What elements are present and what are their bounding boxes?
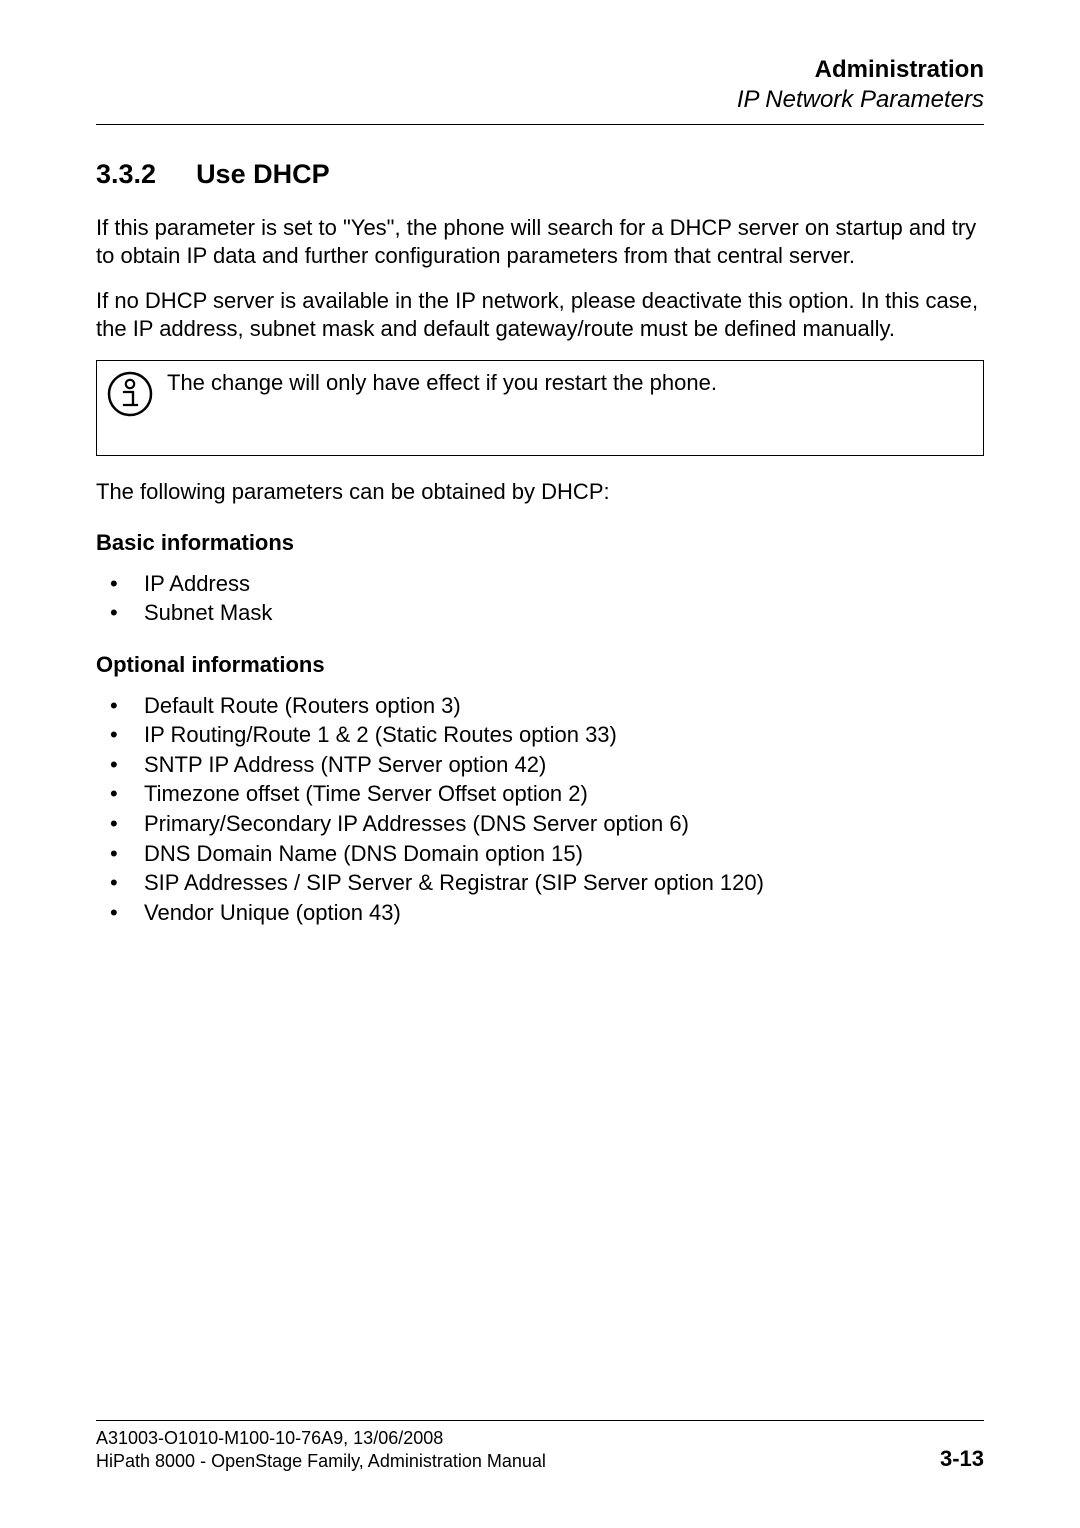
footer-line-1: A31003-O1010-M100-10-76A9, 13/06/2008: [96, 1427, 546, 1450]
header-rule: [96, 124, 984, 125]
note-text: The change will only have effect if you …: [167, 367, 717, 397]
list-item: Default Route (Routers option 3): [96, 692, 984, 721]
list-item: IP Address: [96, 570, 984, 599]
header-chapter: Administration: [96, 56, 984, 84]
paragraph-3: The following parameters can be obtained…: [96, 478, 984, 506]
optional-list: Default Route (Routers option 3) IP Rout…: [96, 692, 984, 928]
footer-line-2: HiPath 8000 - OpenStage Family, Administ…: [96, 1450, 546, 1473]
list-item: IP Routing/Route 1 & 2 (Static Routes op…: [96, 721, 984, 750]
page-header: Administration IP Network Parameters: [96, 56, 984, 114]
optional-heading: Optional informations: [96, 652, 984, 678]
page: Administration IP Network Parameters 3.3…: [0, 0, 1080, 1528]
footer-left: A31003-O1010-M100-10-76A9, 13/06/2008 Hi…: [96, 1427, 546, 1472]
footer-row: A31003-O1010-M100-10-76A9, 13/06/2008 Hi…: [96, 1427, 984, 1472]
paragraph-1: If this parameter is set to "Yes", the p…: [96, 214, 984, 269]
list-item: SNTP IP Address (NTP Server option 42): [96, 751, 984, 780]
basic-heading: Basic informations: [96, 530, 984, 556]
list-item: Subnet Mask: [96, 599, 984, 628]
page-footer: A31003-O1010-M100-10-76A9, 13/06/2008 Hi…: [96, 1420, 984, 1472]
list-item: Primary/Secondary IP Addresses (DNS Serv…: [96, 810, 984, 839]
paragraph-2: If no DHCP server is available in the IP…: [96, 287, 984, 342]
section-heading: 3.3.2 Use DHCP: [96, 159, 984, 190]
list-item: DNS Domain Name (DNS Domain option 15): [96, 840, 984, 869]
footer-rule: [96, 1420, 984, 1421]
info-icon: [107, 371, 153, 417]
header-section: IP Network Parameters: [96, 86, 984, 114]
footer-page-number: 3-13: [940, 1445, 984, 1473]
list-item: Vendor Unique (option 43): [96, 899, 984, 928]
heading-title: Use DHCP: [196, 159, 330, 190]
heading-number: 3.3.2: [96, 159, 156, 190]
note-box: The change will only have effect if you …: [96, 360, 984, 456]
list-item: SIP Addresses / SIP Server & Registrar (…: [96, 869, 984, 898]
basic-list: IP Address Subnet Mask: [96, 570, 984, 628]
list-item: Timezone offset (Time Server Offset opti…: [96, 780, 984, 809]
